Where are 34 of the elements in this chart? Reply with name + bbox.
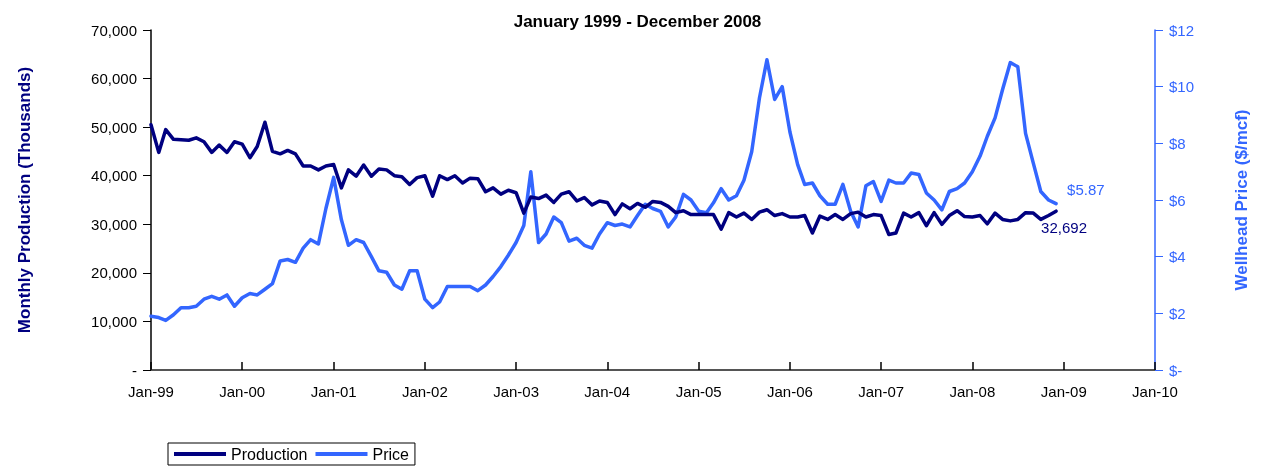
legend-label: Price bbox=[372, 445, 410, 463]
y-tick-label: 20,000 bbox=[91, 264, 137, 282]
y-tick-label: 70,000 bbox=[91, 21, 137, 39]
chart-title: January 1999 - December 2008 bbox=[513, 12, 762, 31]
x-tick-label: Jan-00 bbox=[219, 383, 266, 400]
x-tick-label: Jan-01 bbox=[310, 383, 357, 400]
x-tick-label: Jan-07 bbox=[858, 383, 905, 400]
y-tick-label: 50,000 bbox=[91, 118, 137, 136]
x-tick-label: Jan-10 bbox=[1132, 383, 1178, 400]
x-tick-label: Jan-08 bbox=[949, 383, 996, 400]
y2-tick-label: $2 bbox=[1169, 304, 1186, 322]
y-tick-label: 40,000 bbox=[91, 167, 137, 185]
data-label: 32,692 bbox=[1041, 219, 1087, 237]
x-tick-label: Jan-04 bbox=[584, 383, 631, 400]
y-tick-label: - bbox=[132, 361, 137, 379]
x-tick-label: Jan-05 bbox=[675, 383, 722, 400]
x-tick-label: Jan-99 bbox=[128, 383, 174, 400]
y2-tick-label: $12 bbox=[1169, 21, 1195, 39]
legend-label: Production bbox=[231, 445, 308, 463]
y2-tick-label: $10 bbox=[1169, 78, 1195, 96]
x-tick-label: Jan-03 bbox=[493, 383, 540, 400]
x-tick-label: Jan-02 bbox=[401, 383, 448, 400]
y2-axis-title: Wellhead Price ($/mcf) bbox=[1232, 109, 1251, 291]
data-label: $5.87 bbox=[1067, 181, 1105, 199]
y2-tick-label: $6 bbox=[1169, 191, 1186, 209]
y-tick-label: 10,000 bbox=[91, 312, 137, 330]
y2-tick-label: $4 bbox=[1169, 248, 1186, 266]
y-tick-label: 30,000 bbox=[91, 215, 137, 233]
y-tick-label: 60,000 bbox=[91, 70, 137, 88]
y2-tick-label: $8 bbox=[1169, 134, 1186, 152]
x-tick-label: Jan-09 bbox=[1040, 383, 1087, 400]
y-axis-title: Monthly Production (Thousands) bbox=[15, 66, 34, 334]
x-tick-label: Jan-06 bbox=[766, 383, 813, 400]
y2-tick-label: $- bbox=[1169, 361, 1183, 379]
